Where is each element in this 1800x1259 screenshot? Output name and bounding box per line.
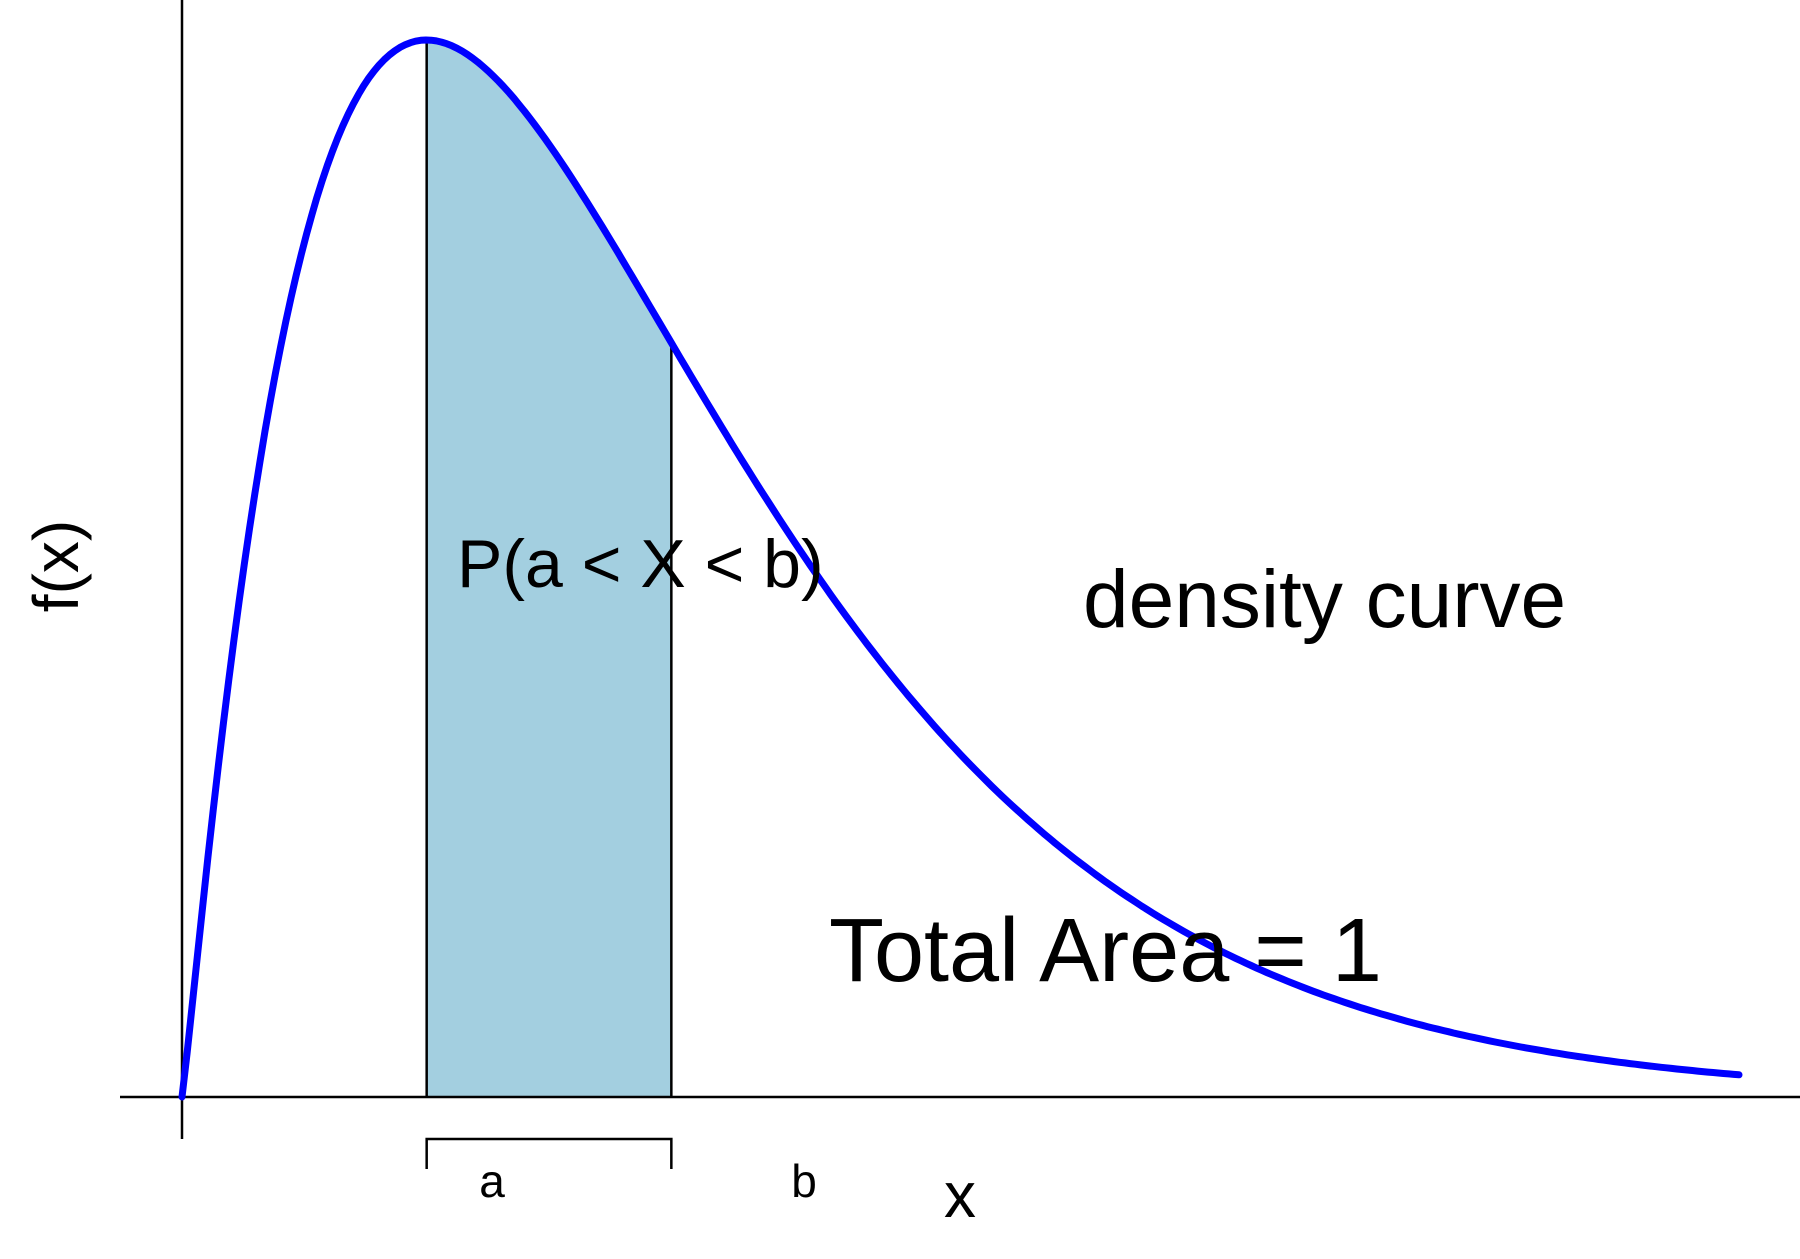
- shaded-probability-area: [426, 40, 672, 1097]
- probability-label: P(a < X < b): [457, 526, 824, 602]
- tick-label-b: b: [791, 1155, 817, 1207]
- interval-bracket: [425, 1137, 673, 1169]
- total-area-label: Total Area = 1: [829, 901, 1382, 1001]
- x-axis-label: x: [944, 1159, 976, 1231]
- tick-label-a: a: [479, 1155, 505, 1207]
- y-axis-label: f(x): [20, 520, 92, 612]
- density-curve-line: [178, 36, 1743, 1101]
- density-curve-label: density curve: [1083, 554, 1566, 645]
